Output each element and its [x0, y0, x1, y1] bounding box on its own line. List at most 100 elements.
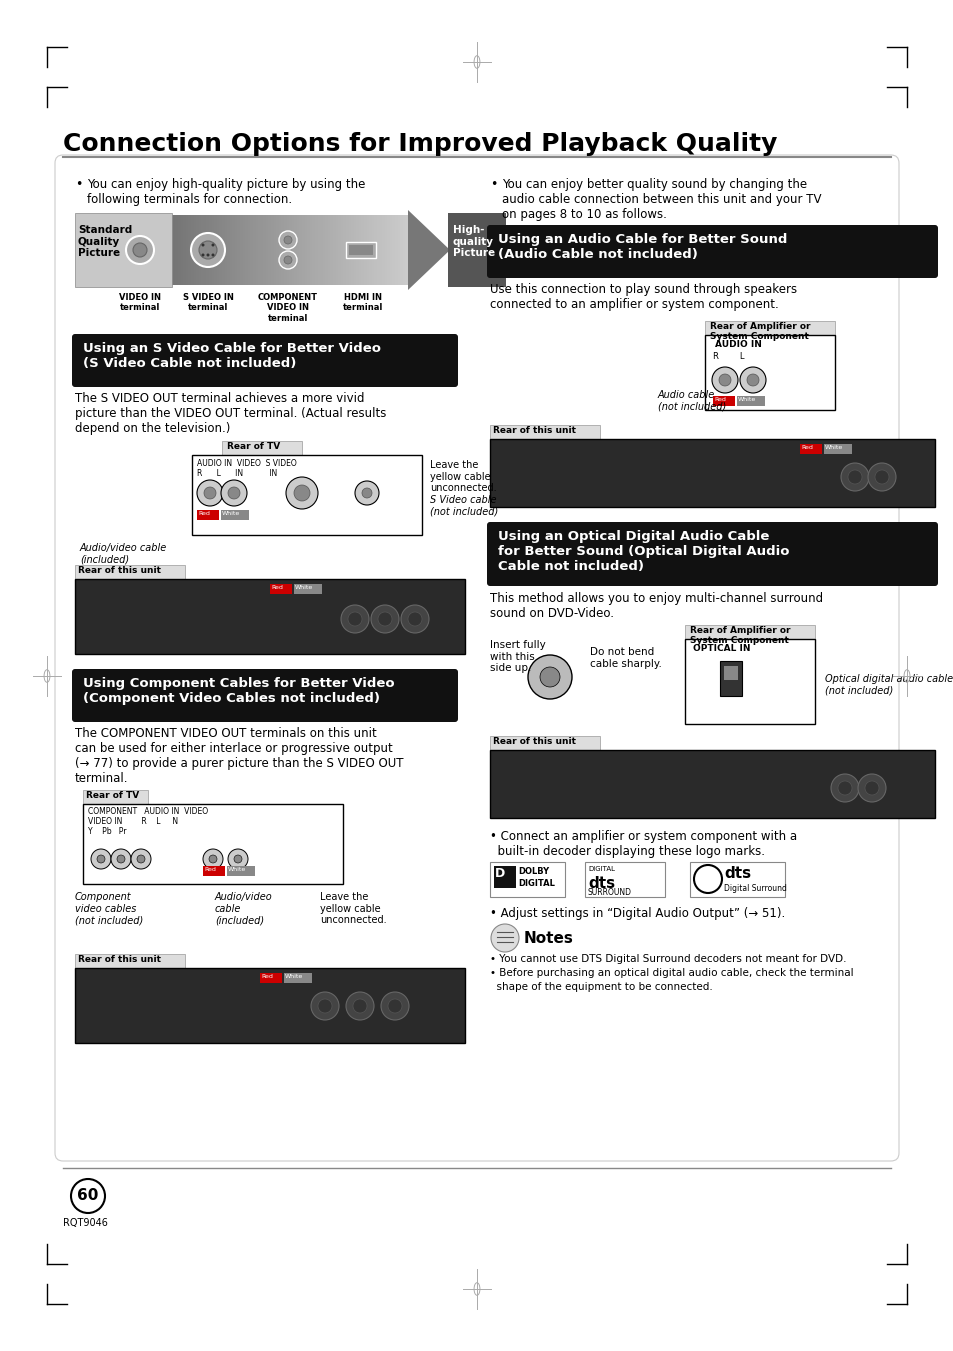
Circle shape	[126, 236, 153, 263]
Bar	[248, 215, 251, 285]
Text: COMPONENT   AUDIO IN  VIDEO: COMPONENT AUDIO IN VIDEO	[88, 807, 208, 816]
Bar	[204, 215, 207, 285]
Text: Notes: Notes	[523, 931, 574, 946]
Bar	[358, 215, 361, 285]
Text: •: •	[75, 178, 82, 190]
Circle shape	[203, 848, 223, 869]
Circle shape	[206, 254, 210, 257]
Circle shape	[348, 612, 361, 626]
Bar	[113, 215, 116, 285]
Bar	[227, 866, 254, 875]
Bar	[333, 215, 335, 285]
Bar	[402, 215, 405, 285]
Text: White: White	[738, 397, 756, 403]
Circle shape	[346, 992, 374, 1020]
Bar	[162, 215, 166, 285]
Bar	[245, 215, 248, 285]
Circle shape	[361, 488, 372, 499]
Text: • Connect an amplifier or system component with a: • Connect an amplifier or system compone…	[490, 830, 797, 843]
Circle shape	[294, 485, 310, 501]
Bar	[737, 396, 764, 407]
Bar	[154, 215, 158, 285]
Bar	[160, 215, 163, 285]
Bar	[490, 750, 934, 817]
Text: R        L: R L	[712, 353, 743, 361]
Bar	[712, 396, 734, 407]
Text: Rear of Amplifier or
System Component: Rear of Amplifier or System Component	[709, 322, 810, 342]
Bar	[348, 215, 352, 285]
Bar	[118, 215, 122, 285]
Text: dts: dts	[587, 875, 615, 892]
Bar	[230, 215, 233, 285]
Circle shape	[212, 243, 214, 246]
Bar	[281, 215, 284, 285]
Bar	[134, 215, 137, 285]
Bar	[240, 215, 243, 285]
Text: S Video cable
(not included): S Video cable (not included)	[430, 494, 497, 516]
Bar	[233, 215, 235, 285]
Bar	[276, 215, 279, 285]
Bar	[253, 215, 255, 285]
Bar	[260, 973, 282, 984]
Bar	[222, 215, 225, 285]
Text: (→ 77) to provide a purer picture than the S VIDEO OUT: (→ 77) to provide a purer picture than t…	[75, 757, 403, 770]
Circle shape	[847, 470, 862, 484]
Text: Red: Red	[801, 444, 812, 450]
Bar	[376, 215, 379, 285]
Text: R      L      IN           IN: R L IN IN	[196, 469, 277, 478]
Circle shape	[746, 374, 759, 386]
Text: DIGITAL: DIGITAL	[587, 866, 615, 871]
Bar	[206, 215, 210, 285]
Bar	[800, 444, 821, 454]
Text: Red: Red	[271, 585, 283, 590]
Text: following terminals for connection.: following terminals for connection.	[87, 193, 292, 205]
Bar	[387, 215, 390, 285]
Text: on pages 8 to 10 as follows.: on pages 8 to 10 as follows.	[501, 208, 666, 222]
Bar	[219, 215, 222, 285]
Bar	[720, 661, 741, 696]
Text: VIDEO IN
terminal: VIDEO IN terminal	[119, 293, 161, 312]
Text: You can enjoy high-quality picture by using the: You can enjoy high-quality picture by us…	[87, 178, 365, 190]
Circle shape	[867, 463, 895, 490]
Circle shape	[711, 367, 738, 393]
Bar	[322, 215, 326, 285]
Bar	[196, 509, 219, 520]
Text: VIDEO IN        R    L     N: VIDEO IN R L N	[88, 817, 178, 825]
Circle shape	[408, 612, 421, 626]
Bar	[129, 215, 132, 285]
Text: Using an Audio Cable for Better Sound
(Audio Cable not included): Using an Audio Cable for Better Sound (A…	[497, 232, 786, 261]
Text: Red: Red	[713, 397, 725, 403]
FancyBboxPatch shape	[71, 669, 457, 721]
Bar	[147, 215, 150, 285]
Bar	[157, 215, 160, 285]
Bar	[180, 215, 184, 285]
Text: The S VIDEO OUT terminal achieves a more vivid: The S VIDEO OUT terminal achieves a more…	[75, 392, 364, 405]
Text: Standard
Quality
Picture: Standard Quality Picture	[78, 226, 132, 258]
Circle shape	[221, 480, 247, 507]
Bar	[490, 439, 934, 507]
Text: Audio cable
(not included): Audio cable (not included)	[658, 390, 725, 412]
Text: AUDIO IN  VIDEO  S VIDEO: AUDIO IN VIDEO S VIDEO	[196, 459, 296, 467]
Bar	[346, 242, 375, 258]
Bar	[340, 215, 343, 285]
Bar	[171, 215, 173, 285]
Circle shape	[132, 243, 147, 257]
Bar	[172, 215, 175, 285]
FancyBboxPatch shape	[486, 521, 937, 586]
Text: dts: dts	[723, 866, 750, 881]
Bar	[286, 215, 290, 285]
Bar	[704, 335, 834, 409]
Bar	[284, 215, 287, 285]
Bar	[392, 215, 395, 285]
Text: Rear of TV: Rear of TV	[227, 442, 280, 451]
Circle shape	[196, 480, 223, 507]
Bar	[192, 455, 421, 535]
Bar	[299, 215, 302, 285]
Bar	[325, 215, 328, 285]
Bar	[704, 322, 834, 335]
Bar	[310, 215, 313, 285]
Bar	[294, 215, 297, 285]
Text: You can enjoy better quality sound by changing the: You can enjoy better quality sound by ch…	[501, 178, 806, 190]
Bar	[338, 215, 341, 285]
Bar	[364, 215, 367, 285]
